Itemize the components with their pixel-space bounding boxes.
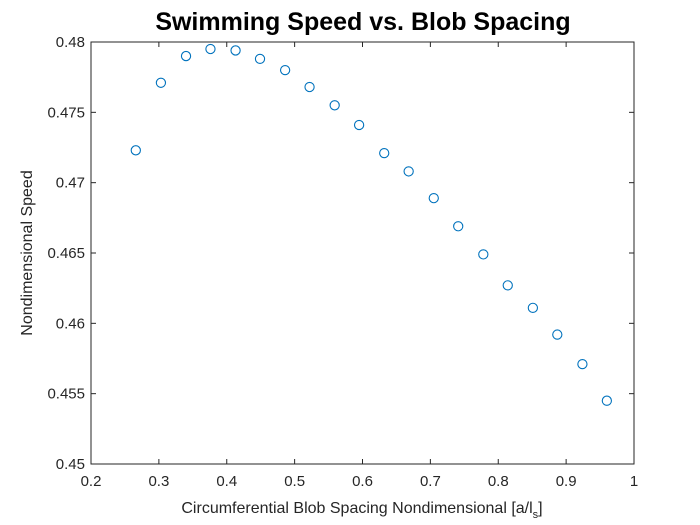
axes-box bbox=[90, 41, 635, 465]
data-point bbox=[527, 302, 539, 314]
data-point bbox=[601, 395, 612, 406]
x-tick-label: 0.8 bbox=[488, 473, 509, 490]
y-tick-label: 0.48 bbox=[56, 34, 85, 51]
data-point bbox=[279, 64, 291, 76]
data-point bbox=[552, 329, 563, 340]
x-tick-label: 0.5 bbox=[284, 473, 305, 490]
x-tick-label: 0.7 bbox=[420, 473, 441, 490]
x-axis: 0.2 0.3 0.4 0.5 0.6 0.7 0.8 0.9 1 bbox=[81, 42, 638, 490]
x-tick-label: 0.6 bbox=[352, 473, 373, 490]
data-point bbox=[577, 358, 588, 370]
data-point bbox=[403, 166, 414, 177]
data-point bbox=[130, 145, 141, 156]
x-tick-label: 0.3 bbox=[148, 473, 169, 490]
x-axis-label: Circumferential Blob Spacing Nondimensio… bbox=[181, 500, 542, 521]
data-point bbox=[478, 249, 489, 260]
x-axis-label-main: Circumferential Blob Spacing Nondimensio… bbox=[181, 500, 532, 517]
data-point bbox=[230, 45, 241, 56]
x-tick-label: 1 bbox=[630, 473, 638, 490]
data-point bbox=[379, 147, 390, 159]
y-axis-label: Nondimensional Speed bbox=[19, 170, 36, 335]
data-point bbox=[205, 43, 216, 55]
chart-title: Swimming Speed vs. Blob Spacing bbox=[155, 8, 570, 36]
data-point bbox=[304, 81, 315, 93]
y-tick-label: 0.45 bbox=[56, 456, 85, 473]
y-tick-label: 0.465 bbox=[47, 245, 85, 262]
x-tick-label: 0.2 bbox=[81, 473, 102, 490]
data-point bbox=[353, 119, 365, 131]
data-series bbox=[130, 43, 612, 406]
data-point bbox=[502, 280, 513, 291]
x-tick-label: 0.9 bbox=[556, 473, 577, 490]
x-tick-label: 0.4 bbox=[216, 473, 237, 490]
y-axis: 0.45 0.455 0.46 0.465 0.47 0.475 0.48 bbox=[47, 34, 634, 473]
data-point bbox=[155, 77, 167, 88]
y-tick-label: 0.47 bbox=[56, 175, 85, 192]
data-point bbox=[329, 100, 340, 111]
plot-area: 0.2 0.3 0.4 0.5 0.6 0.7 0.8 0.9 1 0.450.4550.460… bbox=[47, 34, 638, 490]
x-axis-label-subscript: s bbox=[533, 509, 539, 521]
data-point bbox=[254, 53, 266, 65]
y-tick-label: 0.46 bbox=[56, 315, 85, 332]
y-tick-label: 0.455 bbox=[47, 386, 85, 403]
y-tick-label: 0.475 bbox=[47, 104, 85, 121]
data-point bbox=[453, 221, 464, 232]
data-point bbox=[428, 192, 439, 204]
data-point bbox=[180, 50, 192, 62]
x-axis-label-close: ] bbox=[538, 500, 542, 517]
